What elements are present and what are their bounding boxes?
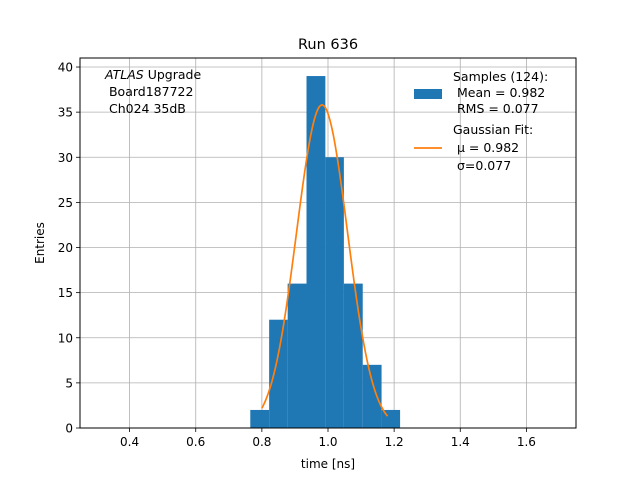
atlas-annotation: ATLAS Upgrade Board187722 Ch024 35dB [104,67,201,116]
histogram-bars [250,76,401,429]
histogram-bar [269,319,288,428]
y-axis-label: Entries [33,222,47,264]
histogram-bar [343,283,363,428]
annotation-line-3: Ch024 35dB [105,101,186,116]
histogram-bar [306,76,326,429]
legend-mu-label: μ = 0.982 [453,140,519,155]
histogram-bar [250,409,270,428]
legend-sigma-label: σ=0.077 [453,158,511,173]
atlas-label: ATLAS [104,67,144,82]
chart-title: Run 636 [298,37,358,53]
x-tick-label: 1.6 [517,435,536,449]
x-tick-label: 0.6 [186,435,205,449]
x-axis-label: time [ns] [301,457,355,471]
histogram-bar [362,364,382,428]
legend: Samples (124): Mean = 0.982 RMS = 0.077 … [414,69,548,173]
histogram-bar [325,157,344,428]
y-tick-label: 0 [65,422,73,436]
x-tick-label: 0.4 [120,435,139,449]
y-tick-label: 35 [58,106,73,120]
y-tick-label: 25 [58,196,73,210]
x-tick-label: 1.2 [385,435,404,449]
y-tick-label: 30 [58,151,73,165]
upgrade-label: Upgrade [144,67,202,82]
x-tick-label: 0.8 [252,435,271,449]
y-tick-label: 40 [58,61,73,75]
y-tick-label: 20 [58,241,73,255]
x-tick-label: 1.4 [451,435,470,449]
legend-gaussian-label: Gaussian Fit: [453,122,533,137]
histogram-bar [287,283,307,428]
legend-samples-label: Samples (124): [453,69,548,84]
legend-histogram-swatch [414,89,442,99]
annotation-line-2: Board187722 [105,84,193,99]
x-axis-ticks: 0.4 0.6 0.8 1.0 1.2 1.4 1.6 [120,428,536,449]
y-tick-label: 15 [58,286,73,300]
gaussian-fit-line [261,104,389,417]
legend-mean-label: Mean = 0.982 [453,85,545,100]
x-tick-label: 1.0 [318,435,337,449]
y-tick-label: 10 [58,331,73,345]
annotation-line-1: ATLAS Upgrade [104,67,201,82]
y-axis-ticks: 0 5 10 15 20 25 30 35 40 [58,61,80,436]
legend-rms-label: RMS = 0.077 [453,101,539,116]
y-tick-label: 5 [65,376,73,390]
